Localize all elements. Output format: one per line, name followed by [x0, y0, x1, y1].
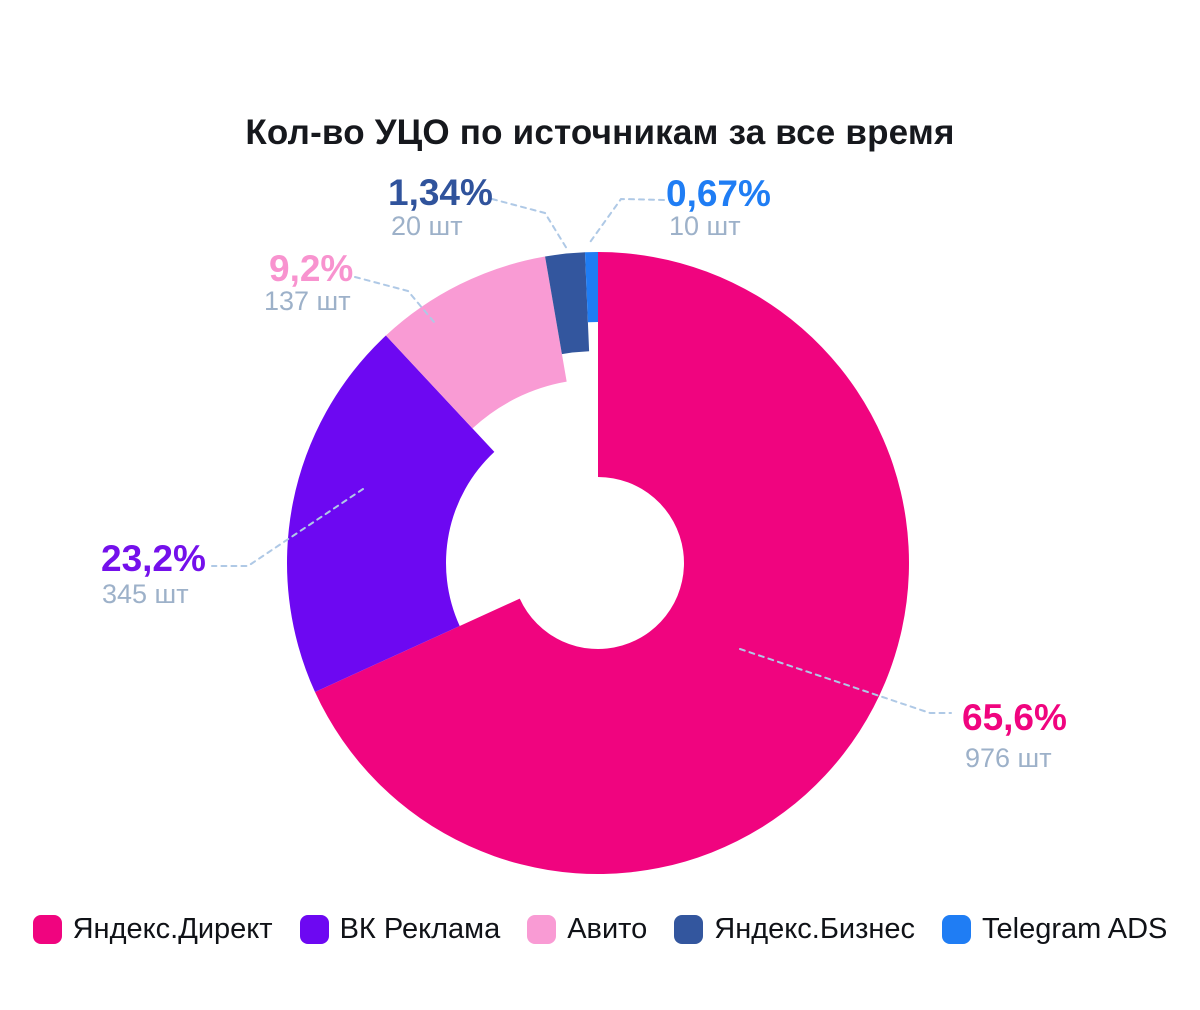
legend: Яндекс.Директ ВК Реклама Авито Яндекс.Бизне…	[0, 913, 1200, 946]
leader-line-yandex-business	[491, 198, 568, 250]
count-label-avito: 137 шт	[264, 286, 351, 316]
legend-label-telegram-ads: Telegram ADS	[982, 913, 1168, 945]
leader-line-avito	[354, 276, 435, 323]
legend-item-vk-reklama[interactable]: ВК Реклама	[299, 913, 501, 946]
legend-item-avito[interactable]: Авито	[527, 913, 647, 946]
count-label-yandex-business: 20 шт	[391, 211, 463, 241]
percent-label-yandex-direct: 65,6%	[962, 697, 1067, 738]
leader-line-vk-reklama	[211, 488, 364, 567]
pie-slice-yandex-business[interactable]	[545, 252, 590, 355]
legend-label-vk-reklama: ВК Реклама	[339, 913, 501, 945]
legend-swatch-telegram-ads	[942, 915, 972, 944]
percent-label-avito: 9,2%	[269, 248, 354, 289]
count-label-yandex-direct: 976 шт	[965, 743, 1052, 773]
percent-label-telegram-ads: 0,67%	[666, 173, 771, 214]
chart-title: Кол-во УЦО по источникам за все время	[245, 113, 955, 153]
legend-swatch-avito	[527, 915, 557, 944]
count-label-telegram-ads: 10 шт	[669, 211, 741, 241]
pie-slice-yandex-direct[interactable]	[315, 252, 909, 874]
pie-slice-avito[interactable]	[385, 256, 567, 429]
legend-label-yandex-business: Яндекс.Бизнес	[714, 913, 916, 945]
count-label-vk-reklama: 345 шт	[102, 579, 189, 609]
legend-swatch-yandex-direct	[32, 915, 62, 944]
legend-item-yandex-direct[interactable]: Яндекс.Директ	[32, 913, 273, 946]
percent-label-yandex-business: 1,34%	[388, 172, 493, 213]
legend-swatch-vk-reklama	[299, 915, 329, 944]
legend-item-yandex-business[interactable]: Яндекс.Бизнес	[674, 913, 915, 946]
percent-label-vk-reklama: 23,2%	[101, 538, 206, 579]
legend-item-telegram-ads[interactable]: Telegram ADS	[942, 913, 1167, 946]
legend-label-avito: Авито	[567, 913, 648, 945]
legend-swatch-yandex-business	[674, 915, 704, 944]
pie-slice-telegram-ads[interactable]	[584, 251, 598, 323]
leader-line-telegram-ads	[587, 197, 665, 246]
pie-slice-vk-reklama[interactable]	[286, 335, 495, 692]
legend-label-yandex-direct: Яндекс.Директ	[72, 913, 273, 945]
leader-line-yandex-direct	[739, 648, 952, 714]
